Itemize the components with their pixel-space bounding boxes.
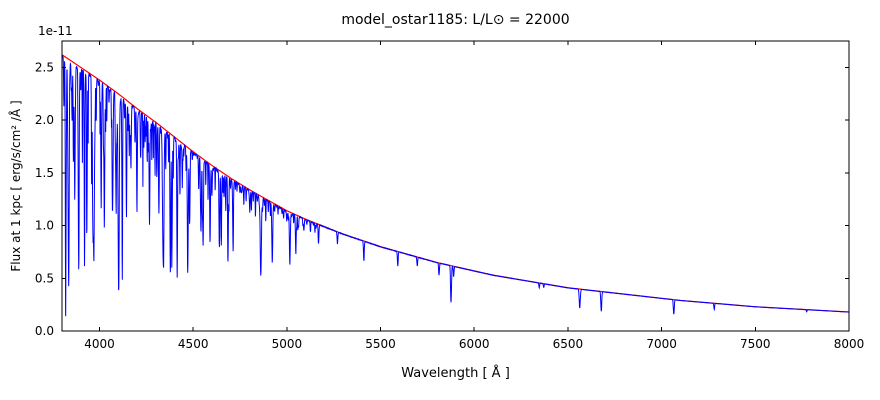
axes-frame <box>61 40 850 332</box>
tick-labels: 4000 4500 5000 5500 6000 6500 7000 7500 8000 0.0 0… <box>35 60 864 351</box>
x-tick-label: 5500 <box>365 337 396 351</box>
x-axis-label: Wavelength [ Å ] <box>401 366 510 381</box>
x-tick-label: 7500 <box>740 337 771 351</box>
spectrum-line <box>61 54 850 317</box>
x-tick-label: 6500 <box>553 337 584 351</box>
x-tick-label: 4500 <box>178 337 209 351</box>
x-tick-label: 7000 <box>646 337 677 351</box>
x-tick-label: 6000 <box>459 337 490 351</box>
x-tick-label: 8000 <box>834 337 865 351</box>
y-tick-label: 1.0 <box>35 219 54 233</box>
x-tick-label: 5000 <box>272 337 303 351</box>
y-tick-label: 2.0 <box>35 113 54 127</box>
y-tick-label: 1.5 <box>35 166 54 180</box>
y-tick-label: 0.5 <box>35 271 54 285</box>
y-tick-label: 0.0 <box>35 324 54 338</box>
x-tick-label: 4000 <box>84 337 115 351</box>
y-tick-label: 2.5 <box>35 60 54 74</box>
tick-marks <box>62 41 850 332</box>
y-offset-label: 1e-11 <box>38 24 73 38</box>
chart-title: model_ostar1185: L/L⊙ = 22000 <box>341 12 570 28</box>
